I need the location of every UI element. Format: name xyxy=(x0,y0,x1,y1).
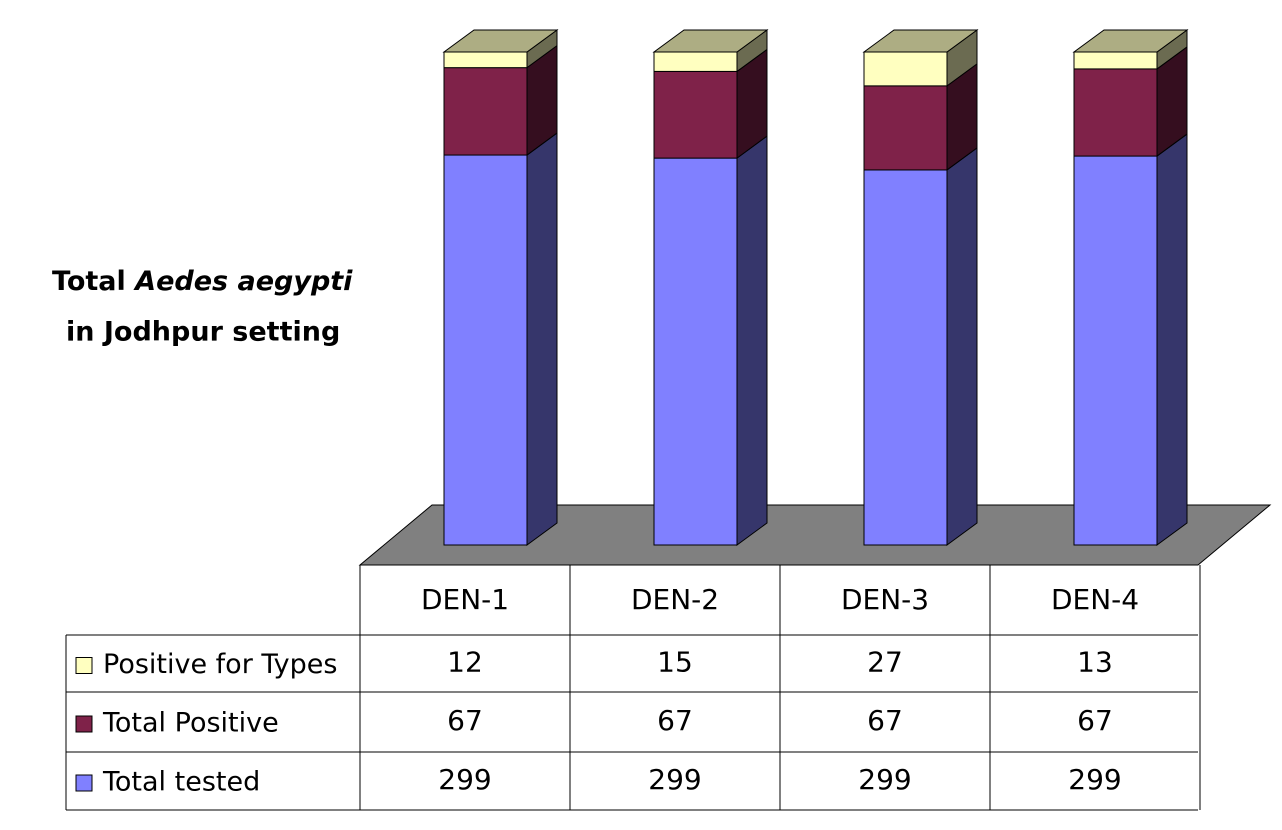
bar-segment xyxy=(653,157,738,546)
data-label: 67 xyxy=(1077,704,1113,737)
bar-segment xyxy=(863,169,948,546)
legend-swatch xyxy=(75,715,93,733)
legend-label: Total tested xyxy=(102,767,260,798)
bar-segment xyxy=(443,154,528,546)
data-label: 67 xyxy=(867,704,903,737)
title-part: Total xyxy=(52,266,126,297)
data-label: 13 xyxy=(1077,646,1113,679)
chart-title: in Jodhpur setting xyxy=(66,317,340,348)
legend-label: Total Positive xyxy=(102,708,279,739)
bar-segment xyxy=(653,70,738,159)
bar-segment xyxy=(1073,68,1158,157)
bar-segment xyxy=(443,67,528,156)
x-tick-label: DEN-1 xyxy=(421,583,509,616)
bar-side xyxy=(526,132,558,546)
x-tick-label: DEN-2 xyxy=(631,583,719,616)
bar-top xyxy=(862,29,979,53)
bar-segment xyxy=(1073,155,1158,546)
data-label: 299 xyxy=(438,763,491,796)
data-label: 299 xyxy=(648,763,701,796)
data-label: 67 xyxy=(657,704,693,737)
legend-label: Positive for Types xyxy=(103,649,337,680)
data-label: 12 xyxy=(447,646,483,679)
bar-top xyxy=(652,29,769,53)
bar-segment xyxy=(1073,51,1158,70)
bar-segment xyxy=(653,51,738,72)
data-label: 299 xyxy=(858,763,911,796)
title-part: Aedes aegypti xyxy=(133,266,353,297)
bar-side xyxy=(946,146,978,546)
chart-title: Total Aedes aegypti xyxy=(52,266,353,297)
bar-top xyxy=(1072,29,1189,53)
bar-segment xyxy=(863,85,948,171)
data-label: 67 xyxy=(447,704,483,737)
bar-segment xyxy=(443,51,528,69)
bar-side xyxy=(1156,133,1188,546)
legend-swatch xyxy=(75,774,93,792)
data-label: 299 xyxy=(1068,763,1121,796)
bar-side xyxy=(736,135,768,546)
bar-top xyxy=(442,29,559,53)
x-tick-label: DEN-4 xyxy=(1051,583,1139,616)
data-label: 15 xyxy=(657,646,693,679)
bar-segment xyxy=(863,51,948,87)
x-tick-label: DEN-3 xyxy=(841,583,929,616)
data-label: 27 xyxy=(867,646,903,679)
legend-swatch xyxy=(75,657,93,674)
